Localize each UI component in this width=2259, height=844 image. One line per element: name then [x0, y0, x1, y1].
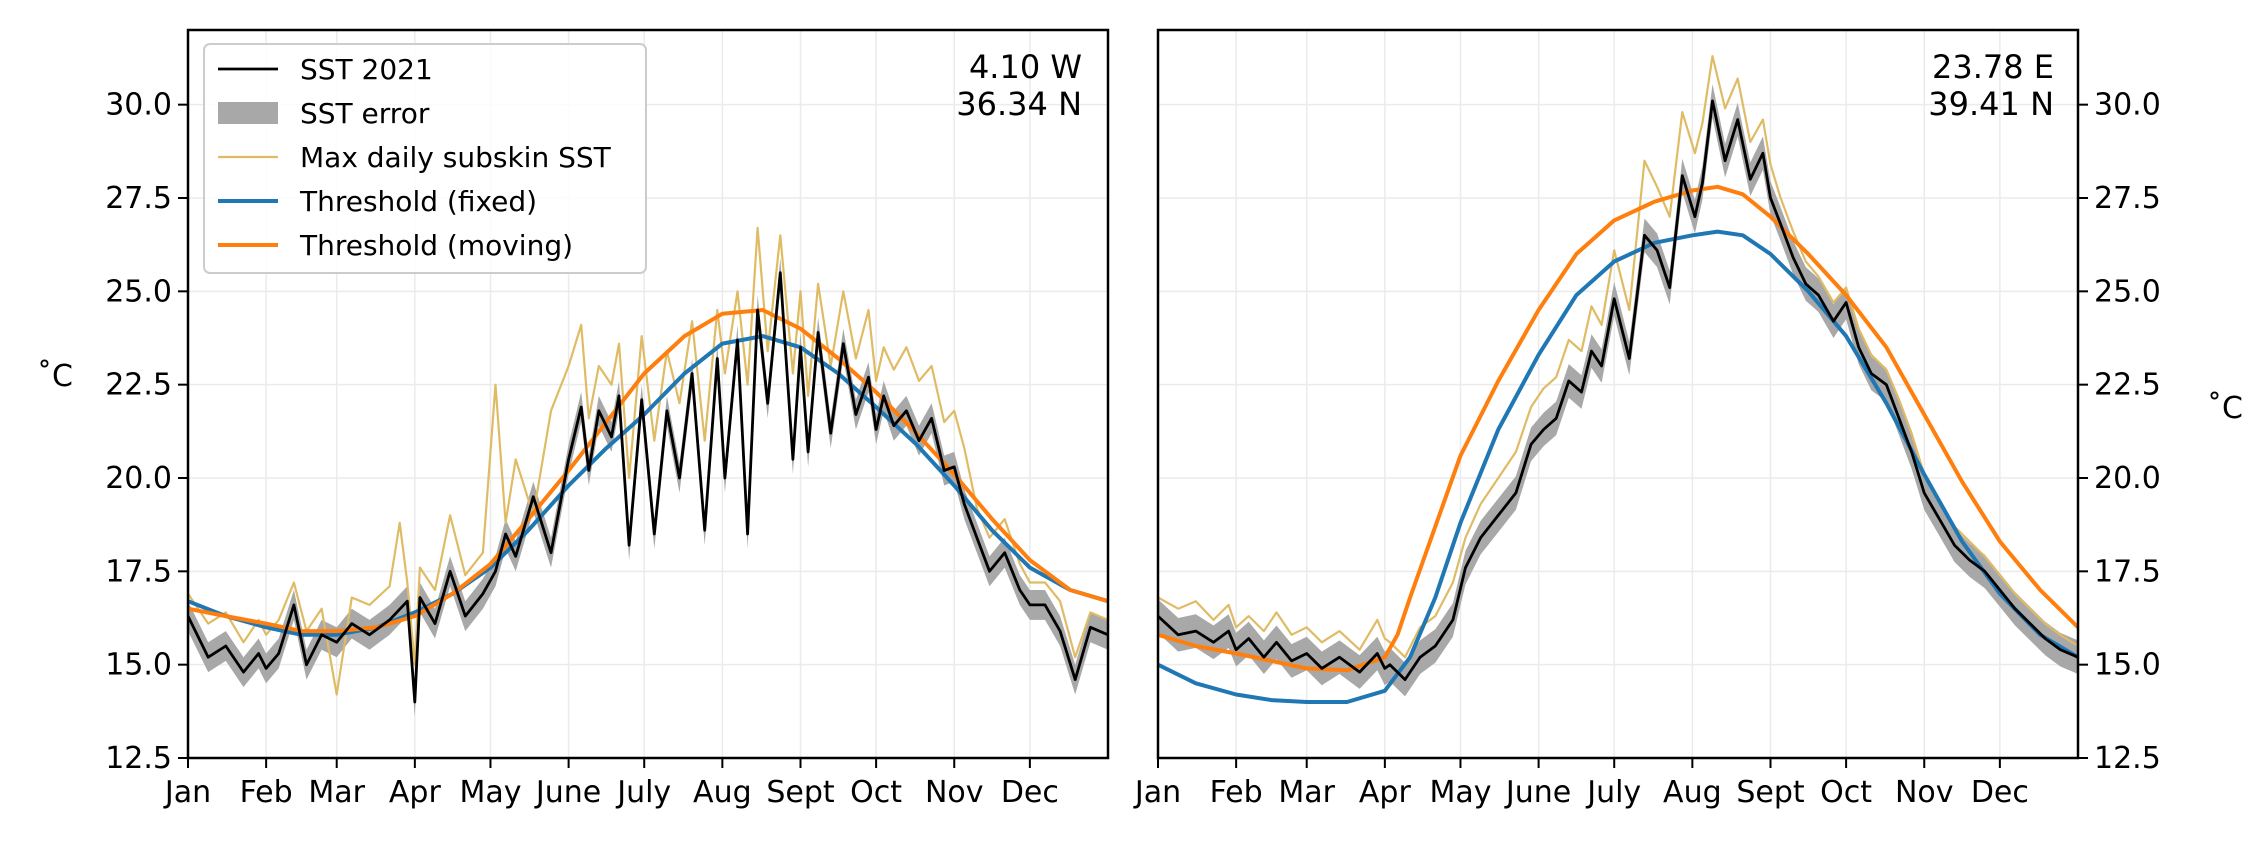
left-ytick-label: 25.0 [105, 274, 172, 309]
left-y-axis-label: ˚C [37, 359, 73, 394]
left-ytick-label: 22.5 [105, 368, 172, 403]
right-xtick-label: June [1504, 775, 1571, 810]
right-ytick-label: 30.0 [2094, 88, 2161, 123]
legend-label-max: Max daily subskin SST [300, 141, 612, 174]
right-xtick-label: Nov [1895, 775, 1954, 810]
right-series-group [1157, 54, 2080, 704]
left-series-line-sst [186, 271, 1109, 704]
right-xtick-label: Sept [1736, 775, 1805, 810]
legend-label-moving: Threshold (moving) [299, 229, 573, 262]
left-plot-frame [186, 28, 1110, 760]
legend-swatch-error [218, 102, 278, 124]
left-series-group [186, 226, 1109, 704]
right-ytick-label: 12.5 [2094, 741, 2161, 776]
right-ytick-label: 20.0 [2094, 461, 2161, 496]
left-xtick-label: Aug [693, 775, 752, 810]
left-ytick-label: 15.0 [105, 648, 172, 683]
right-annotation-latitude: 39.41 N [1928, 85, 2054, 123]
right-ytick-label: 22.5 [2094, 368, 2161, 403]
left-annotation-latitude: 36.34 N [956, 85, 1082, 123]
right-y-axis-label: ˚C [2207, 391, 2243, 426]
left-xtick-label: Mar [308, 775, 365, 810]
left-ytick-label: 12.5 [105, 741, 172, 776]
right-series-line-max [1157, 54, 2079, 659]
right-xtick-label: Aug [1663, 775, 1722, 810]
left-xtick-label: Apr [389, 775, 442, 810]
left-series-line-max [187, 226, 1109, 696]
legend-label-error: SST error [300, 97, 430, 130]
right-xtick-label: Jan [1133, 775, 1181, 810]
left-xtick-label: Nov [925, 775, 984, 810]
left-xtick-label: May [459, 775, 521, 810]
left-xtick-label: Feb [240, 775, 293, 810]
left-annotation-longitude: 4.10 W [969, 48, 1082, 86]
right-xtick-label: Dec [1971, 775, 2029, 810]
left-series-line-moving [187, 308, 1109, 634]
left-ytick-label: 20.0 [105, 461, 172, 496]
right-xtick-label: Mar [1278, 775, 1335, 810]
right-ytick-label: 17.5 [2094, 554, 2161, 589]
legend-box [203, 43, 647, 274]
left-xtick-label: Dec [1001, 775, 1059, 810]
legend: SST 2021 SST error Max daily subskin SST… [203, 43, 647, 274]
right-xtick-label: Oct [1820, 775, 1872, 810]
left-xtick-label: Sept [766, 775, 835, 810]
right-xtick-label: Feb [1210, 775, 1263, 810]
right-y-ticks: 12.5 15.0 17.5 20.0 22.5 25.0 27.5 30.0 [2078, 88, 2161, 776]
right-x-ticks: Jan Feb Mar Apr May June July Aug Sept Oct Nov Dec [1133, 758, 2029, 810]
left-xtick-label: June [534, 775, 601, 810]
right-annotation-longitude: 23.78 E [1932, 48, 2054, 86]
right-xtick-label: July [1585, 775, 1641, 810]
left-y-ticks: 12.5 15.0 17.5 20.0 22.5 25.0 27.5 30.0 [105, 88, 188, 776]
right-plot-frame [1156, 28, 2080, 760]
right-chart-panel: 12.5 15.0 17.5 20.0 22.5 25.0 27.5 30.0 Jan Feb M… [1133, 28, 2243, 810]
legend-label-fixed: Threshold (fixed) [299, 185, 537, 218]
right-series-line-moving [1157, 184, 2080, 673]
right-series-line-sst [1157, 99, 2079, 681]
right-ytick-label: 15.0 [2094, 648, 2161, 683]
left-xtick-label: July [615, 775, 671, 810]
legend-label-sst: SST 2021 [300, 53, 433, 86]
left-ytick-label: 17.5 [105, 554, 172, 589]
left-chart-panel: 12.5 15.0 17.5 20.0 22.5 25.0 27.5 30.0 Jan Feb M… [37, 28, 1110, 810]
right-xtick-label: May [1429, 775, 1491, 810]
left-xtick-label: Oct [850, 775, 902, 810]
left-x-ticks: Jan Feb Mar Apr May June July Aug Sept Oct Nov Dec [163, 758, 1059, 810]
right-ytick-label: 25.0 [2094, 274, 2161, 309]
left-ytick-label: 27.5 [105, 181, 172, 216]
right-xtick-label: Apr [1359, 775, 1412, 810]
left-xtick-label: Jan [163, 775, 211, 810]
right-ytick-label: 27.5 [2094, 181, 2161, 216]
left-ytick-label: 30.0 [105, 88, 172, 123]
